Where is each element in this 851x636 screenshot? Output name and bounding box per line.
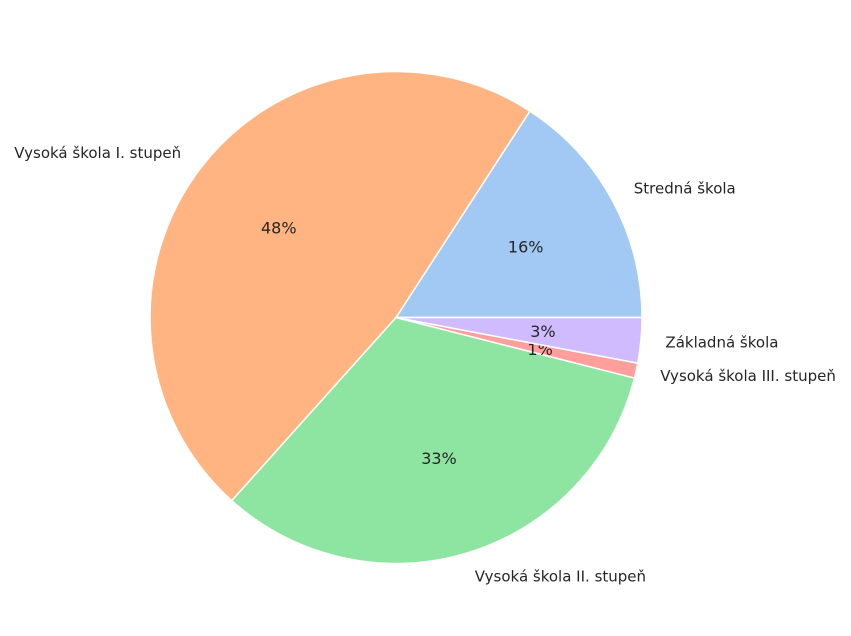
slice-percent-label: 3% xyxy=(530,322,555,341)
slice-category-label: Vysoká škola II. stupeň xyxy=(475,567,646,585)
slice-category-label: Vysoká škola I. stupeň xyxy=(14,144,181,162)
slice-category-label: Základná škola xyxy=(665,334,778,352)
pie-slice xyxy=(149,70,531,502)
slice-category-label: Stredná škola xyxy=(634,179,736,197)
pie-slice xyxy=(395,110,643,319)
slice-percent-label: 16% xyxy=(508,238,544,257)
pie-slice xyxy=(231,316,636,565)
slice-percent-label: 33% xyxy=(421,449,457,468)
pie-slice xyxy=(395,316,643,364)
slice-percent-label: 48% xyxy=(261,218,297,237)
slice-category-label: Vysoká škola III. stupeň xyxy=(660,367,836,385)
